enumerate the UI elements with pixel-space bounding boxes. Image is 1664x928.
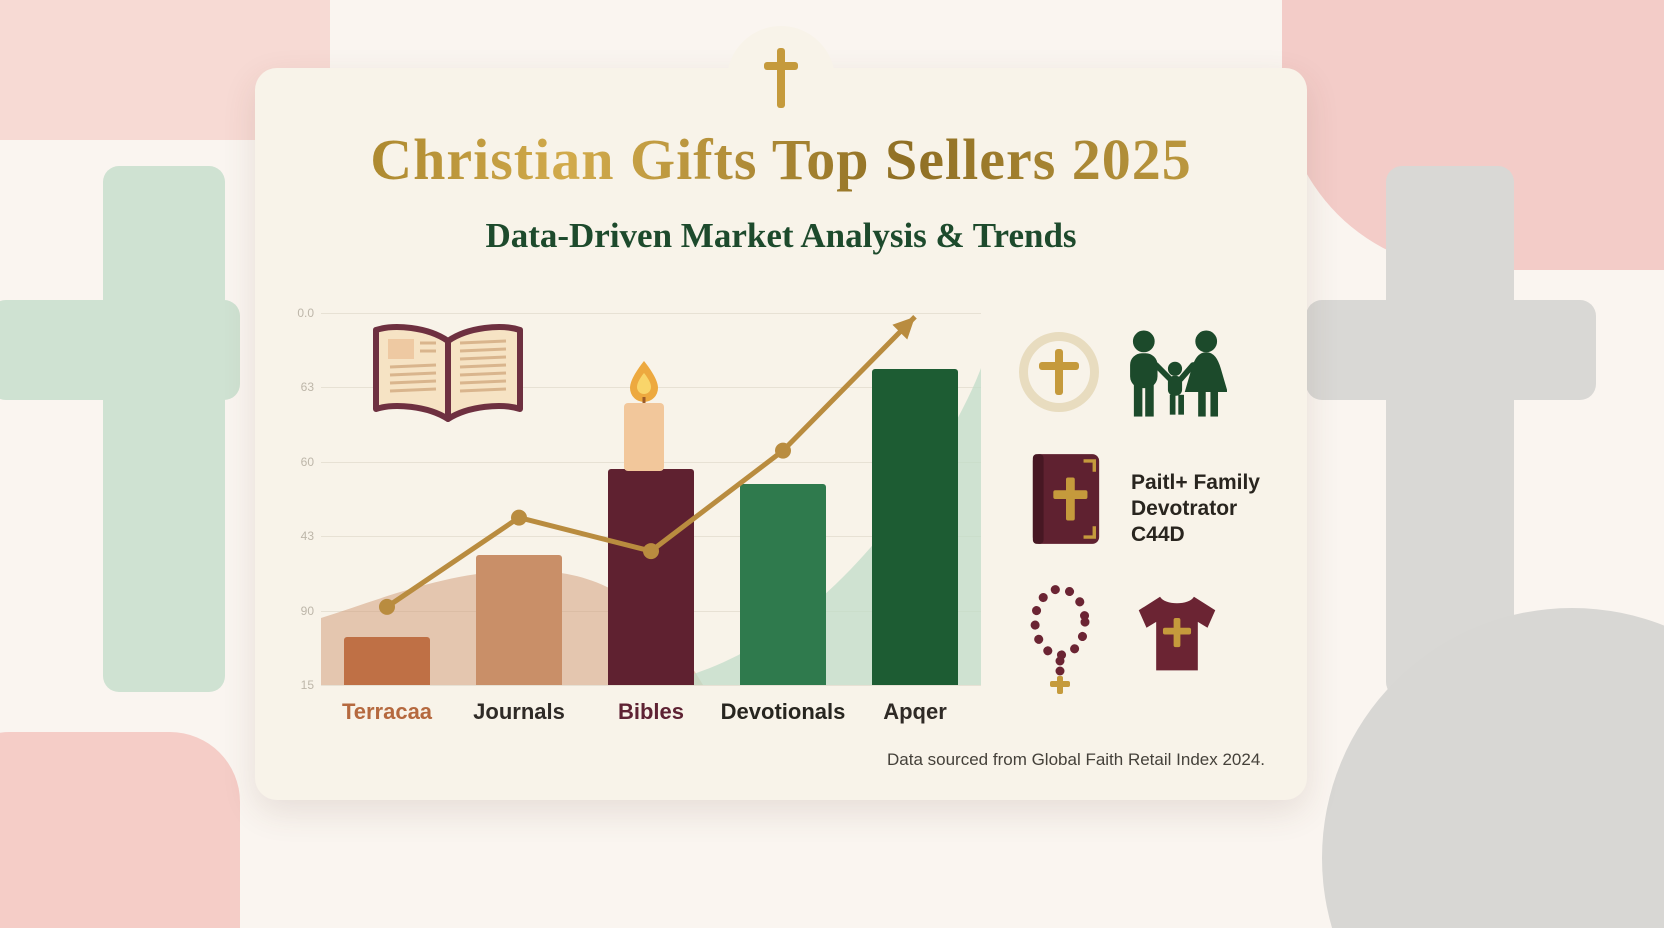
devotional-book-icon <box>1032 454 1100 544</box>
background-shape-pink-bottom-left <box>0 732 240 928</box>
background-green-cross <box>103 166 225 692</box>
page-subtitle: Data-Driven Market Analysis & Trends <box>485 216 1077 255</box>
devotional-label-line: C44D <box>1131 523 1185 546</box>
y-axis-tick: 90 <box>300 603 314 618</box>
y-axis-tick: 15 <box>300 678 314 692</box>
bar-chart: 0.0 63 60 43 90 15 <box>291 306 983 733</box>
bar-bibles <box>608 469 694 685</box>
infographic-card: Christian Gifts Top Sellers 2025 Data-Dr… <box>255 26 1307 800</box>
category-label: Devotionals <box>720 699 846 724</box>
bar-terracaa <box>344 636 430 685</box>
cross-in-circle-icon <box>1019 332 1099 412</box>
gridline <box>321 313 981 314</box>
category-label: Bibles <box>617 699 685 724</box>
x-axis-labels: Terracaa Journals Bibles Devotionals Apqer <box>321 699 981 731</box>
source-note: Data sourced from Global Faith Retail In… <box>887 750 1265 769</box>
open-bible-icon <box>373 324 523 422</box>
y-axis-tick: 63 <box>300 380 314 395</box>
category-label: Journals <box>473 699 565 724</box>
cross-icon <box>764 48 798 108</box>
cross-icon <box>1039 349 1079 395</box>
background-gray-cross <box>1386 166 1514 698</box>
bar-apqer <box>872 368 958 685</box>
category-label: Terracaa <box>341 699 433 724</box>
gridline <box>321 685 981 686</box>
background-gray-cross <box>1306 300 1596 400</box>
page-title: Christian Gifts Top Sellers 2025 <box>255 126 1307 193</box>
devotional-label-line: Paitl+ Family <box>1131 471 1260 494</box>
y-axis-tick: 60 <box>300 454 314 469</box>
plot-area <box>321 313 981 686</box>
candle-icon <box>624 361 664 471</box>
y-axis-tick: 43 <box>300 529 314 544</box>
y-axis: 0.0 63 60 43 90 15 <box>291 306 317 692</box>
devotional-label: Paitl+ Family Devotrator C44D <box>1131 470 1260 548</box>
family-icon <box>1130 330 1227 417</box>
category-label: Apqer <box>883 699 947 724</box>
background-shape-gray-bottom-right <box>1322 608 1664 928</box>
background-green-cross <box>0 300 240 400</box>
t-shirt-icon <box>1138 596 1216 671</box>
y-axis-tick: 0.0 <box>297 306 314 320</box>
rosary-icon <box>1030 584 1090 694</box>
bar-journals <box>476 554 562 685</box>
bar-devotionals <box>740 484 826 685</box>
devotional-label-line: Devotrator <box>1131 497 1238 520</box>
